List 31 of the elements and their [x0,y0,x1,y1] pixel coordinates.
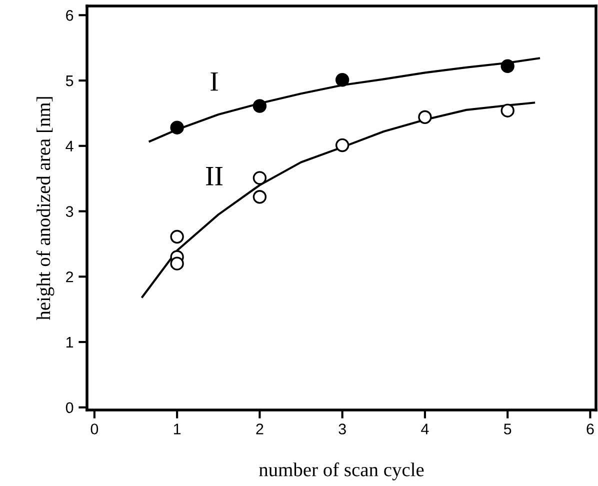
point [252,190,267,204]
point [500,59,514,73]
point [170,256,184,270]
x-tick-label: 5 [504,424,512,434]
y-tick-label: 2 [66,272,74,282]
point [170,120,184,134]
y-tick-label: 3 [66,206,74,217]
x-tick-label: 6 [586,424,594,434]
annotation: I [210,72,218,91]
y-axis-title: height of anodized area [nm] [36,97,54,320]
line-series [148,57,540,142]
y-tick-label: 4 [66,140,74,152]
y-tick-label: 5 [66,76,74,86]
point [170,230,184,244]
x-tick-label: 3 [338,424,346,434]
x-tick-label: 2 [256,424,264,434]
point [252,99,267,113]
x-tick-label: 1 [174,424,181,434]
x-tick-label: 0 [90,424,98,434]
y-tick-label: 1 [66,337,74,348]
point [335,73,350,87]
y-tick-label: 0 [66,402,74,414]
point [418,110,432,124]
y-tick-label: 6 [66,10,74,21]
x-axis-title: number of scan cycle [259,462,424,480]
point [335,138,350,152]
point [252,171,267,185]
x-tick-label: 4 [421,424,429,434]
line-series [141,102,536,298]
annotation: II [206,167,223,186]
point [500,104,514,118]
